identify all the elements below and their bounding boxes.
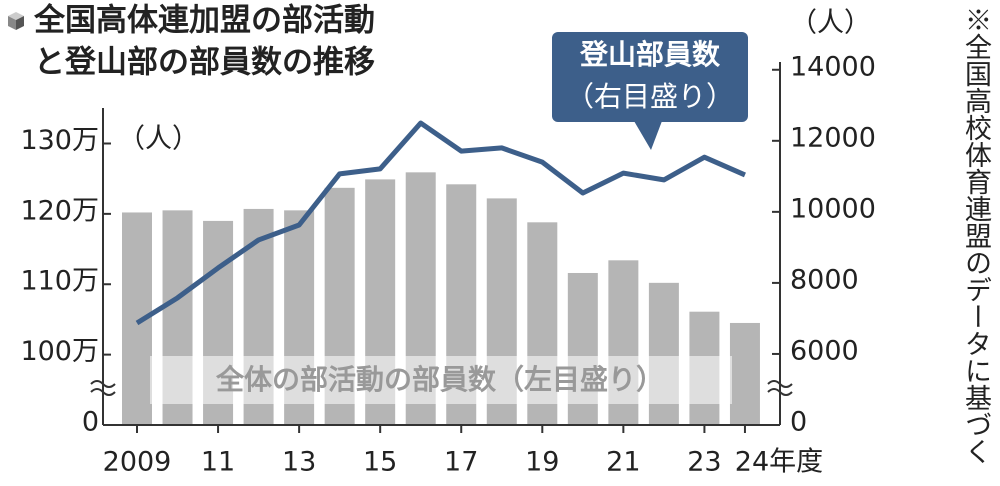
y-axis-label: （人） <box>118 124 199 155</box>
axis-break <box>90 388 116 396</box>
x-tick-label: 23 <box>687 447 721 478</box>
icon <box>16 16 24 30</box>
y2-axis-label: （人） <box>790 8 871 39</box>
series-label: （右目盛り） <box>566 80 734 113</box>
x-tick-label: 24年度 <box>735 447 823 478</box>
series-label: 登山部員数 <box>579 38 721 71</box>
y2-tick-label: 0 <box>790 407 807 438</box>
y-tick-label: 100万 <box>20 336 99 367</box>
x-tick-label: 15 <box>363 447 397 478</box>
y-tick-label: 130万 <box>20 125 99 156</box>
axis-break <box>767 388 793 396</box>
bar <box>729 322 760 425</box>
chart-title: と登山部の部員数の推移 <box>34 45 375 81</box>
line <box>135 120 746 326</box>
y-tick-label: 110万 <box>20 266 99 297</box>
y2-tick-label: 6000 <box>790 335 859 366</box>
x-tick-label: 11 <box>201 447 235 478</box>
x-tick-label: 13 <box>282 447 316 478</box>
label-box <box>552 32 748 122</box>
x-tick-label: 2009 <box>103 447 172 478</box>
x-tick-label: 19 <box>525 447 559 478</box>
y-tick-label: 120万 <box>20 195 99 226</box>
y-tick-label: 0 <box>82 407 99 438</box>
icon <box>8 16 16 30</box>
axis-break <box>90 380 116 388</box>
source-note: ※全国高校体育連盟のデータに基づく <box>960 6 991 465</box>
axis-break <box>767 380 793 388</box>
series-label: 全体の部活動の部員数（左目盛り） <box>215 363 664 396</box>
chart-title: 全国高体連加盟の部活動 <box>33 3 375 39</box>
x-tick-label: 21 <box>606 447 640 478</box>
y2-tick-label: 8000 <box>790 264 859 295</box>
x-tick-label: 17 <box>444 447 478 478</box>
label-pointer <box>634 121 662 150</box>
y2-tick-label: 12000 <box>790 122 876 153</box>
y2-tick-label: 10000 <box>790 193 876 224</box>
y2-tick-label: 14000 <box>790 51 876 82</box>
label-bg <box>150 356 732 404</box>
